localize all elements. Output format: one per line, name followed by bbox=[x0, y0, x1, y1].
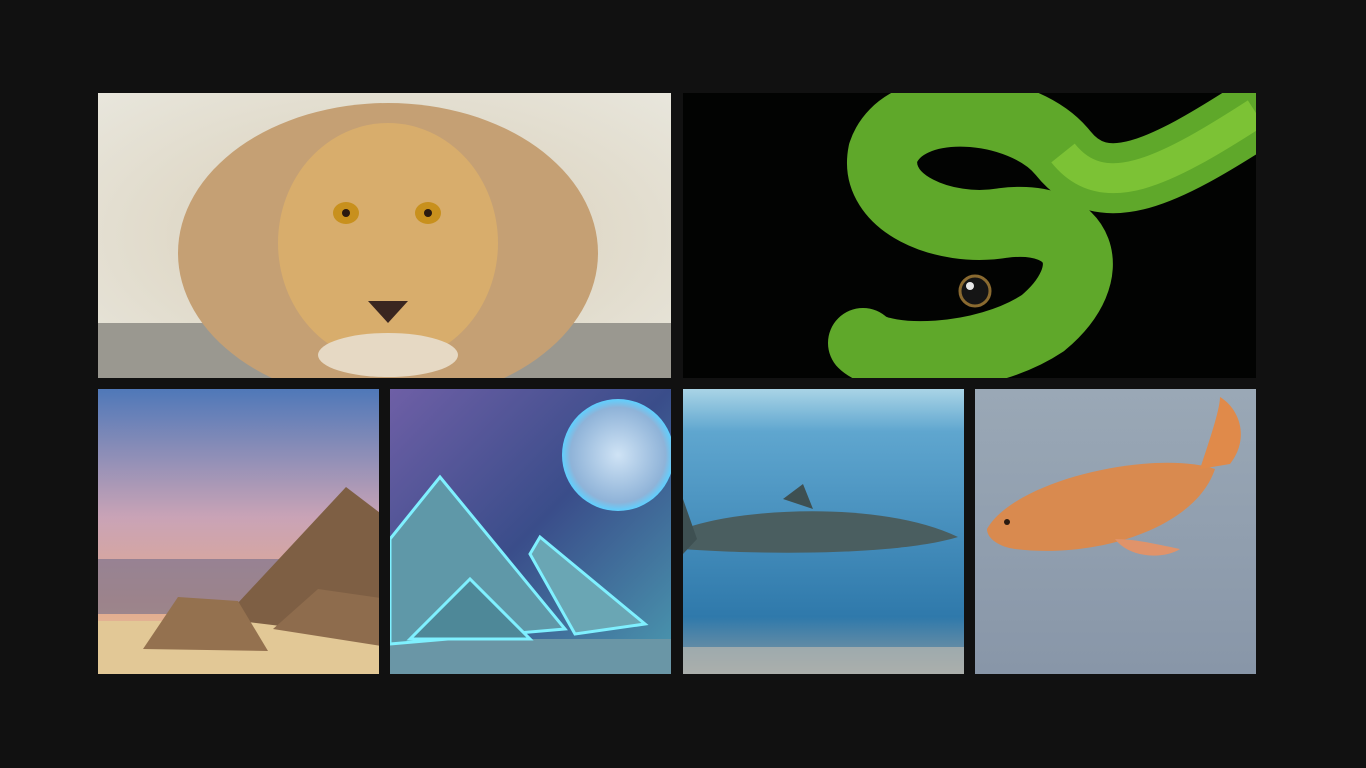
fin bbox=[1115, 539, 1180, 556]
fin bbox=[783, 484, 813, 509]
pyramid bbox=[528, 534, 649, 636]
shark-body bbox=[683, 511, 958, 553]
pyramid bbox=[143, 597, 268, 651]
highlight bbox=[1051, 100, 1256, 194]
pupil bbox=[342, 209, 350, 217]
ground bbox=[390, 639, 671, 674]
gallery-image[interactable] bbox=[683, 389, 964, 674]
tail bbox=[683, 499, 697, 554]
pupil bbox=[424, 209, 432, 217]
pyramid bbox=[273, 589, 379, 646]
fish-body bbox=[987, 462, 1215, 551]
eye bbox=[958, 274, 992, 308]
gallery-image[interactable] bbox=[975, 389, 1256, 674]
moon bbox=[562, 399, 671, 511]
pyramid bbox=[390, 474, 568, 646]
face bbox=[278, 123, 498, 363]
pyramid bbox=[406, 576, 534, 641]
chin bbox=[318, 333, 458, 377]
seabed bbox=[683, 647, 964, 674]
gallery-image[interactable] bbox=[683, 93, 1256, 378]
eye-highlight bbox=[966, 282, 974, 290]
gallery-image[interactable] bbox=[98, 93, 671, 403]
gallery-image[interactable] bbox=[390, 389, 674, 674]
gallery-image[interactable] bbox=[98, 389, 388, 674]
tail bbox=[1200, 397, 1241, 469]
nose bbox=[368, 301, 408, 323]
eye bbox=[1004, 519, 1010, 525]
